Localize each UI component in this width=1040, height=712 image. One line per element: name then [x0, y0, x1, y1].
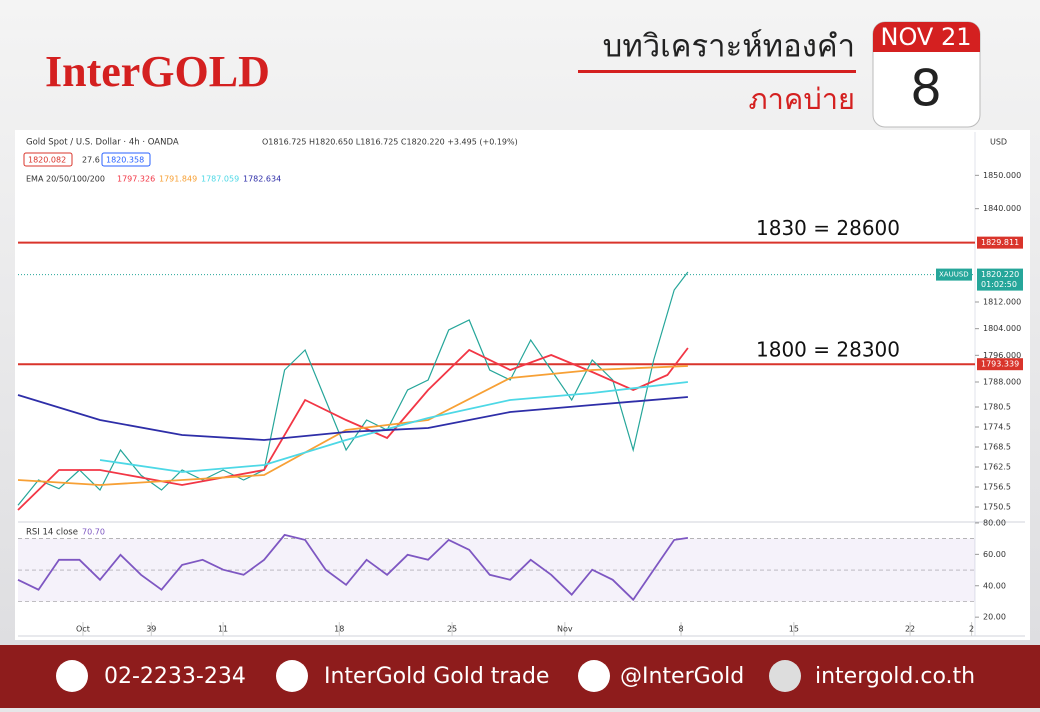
title: บทวิเคราะห์ทองคำ — [603, 29, 855, 65]
series-line — [17, 533, 689, 602]
price-tag — [977, 268, 1023, 291]
phone-icon — [56, 660, 88, 692]
legend-value: 1782.634 — [243, 175, 281, 184]
x-tick-label: 22 — [905, 625, 915, 634]
quote-value: 27.6 — [82, 156, 100, 165]
y-tick-label: 1850.000 — [983, 171, 1021, 180]
y-tick-label: 1788.000 — [983, 378, 1021, 387]
legend-value: 1791.849 — [159, 175, 197, 184]
rsi-value: 70.70 — [82, 528, 105, 537]
pane-title: RSI 14 close — [26, 528, 78, 538]
footer-web: intergold.co.th — [815, 664, 975, 689]
quote-box — [23, 152, 73, 167]
x-tick-label: 11 — [218, 625, 228, 634]
x-tick-label: 2 — [969, 625, 974, 634]
footer-facebook: InterGold Gold trade — [324, 664, 549, 689]
series-line — [17, 365, 688, 486]
legend-value: 1787.059 — [201, 175, 239, 184]
level-note: 1830 = 28600 — [756, 216, 900, 240]
y-tick-label: 1768.5 — [983, 443, 1011, 452]
chart-panel — [15, 130, 1030, 640]
y-tick-label: 1796.000 — [983, 351, 1021, 360]
footer-line: @InterGold — [620, 664, 744, 689]
title-underline — [578, 70, 856, 73]
series-line — [17, 271, 689, 506]
y-tick-label: 1804.000 — [983, 324, 1021, 333]
y-tick-label: 1762.5 — [983, 463, 1011, 472]
facebook-icon — [276, 660, 308, 692]
quote-value: 1820.082 — [28, 156, 66, 165]
series-line — [99, 381, 689, 473]
y-tick-label: 1812.000 — [983, 298, 1021, 307]
level-tag — [977, 236, 1023, 249]
rsi-band-fill — [18, 538, 975, 602]
x-tick-label: Nov — [557, 625, 573, 634]
y-tick-label: 40.00 — [983, 581, 1006, 590]
ohlc: O1816.725 H1820.650 L1816.725 C1820.220 … — [262, 138, 518, 147]
calendar-month: NOV 21 — [880, 23, 971, 51]
y-tick-label: 20.00 — [983, 613, 1006, 622]
price-tag-label: 1820.220 — [981, 270, 1019, 279]
legend-value: 1797.326 — [117, 175, 155, 184]
brand: InterGOLD — [45, 47, 270, 96]
symbol-label: XAUUSD — [939, 271, 969, 279]
series-line — [17, 347, 689, 511]
series-line — [17, 394, 688, 441]
quote-value: 1820.358 — [106, 156, 144, 165]
symbol-tag — [936, 268, 972, 281]
legend-title: EMA 20/50/100/200 — [26, 175, 105, 184]
calendar-top — [873, 22, 980, 52]
footer — [0, 645, 1040, 708]
x-tick-label: Oct — [76, 625, 90, 634]
level-tag-label: 1829.811 — [981, 238, 1019, 247]
y-tick-label: 1756.5 — [983, 483, 1011, 492]
y-tick-label: 1780.5 — [983, 403, 1011, 412]
pane-title: Gold Spot / U.S. Dollar · 4h · OANDA — [26, 138, 179, 148]
x-tick-label: 15 — [789, 625, 799, 634]
x-tick-label: 25 — [447, 625, 457, 634]
line-icon — [578, 660, 610, 692]
level-tag — [977, 358, 1023, 371]
y-tick-label: 80.00 — [983, 518, 1006, 527]
y-tick-label: 1750.5 — [983, 503, 1011, 512]
y-tick-label: 60.00 — [983, 550, 1006, 559]
subtitle: ภาคบ่าย — [749, 82, 855, 116]
calendar-day: 8 — [910, 60, 942, 118]
web-icon — [769, 660, 801, 692]
y-tick-label: 1774.5 — [983, 423, 1011, 432]
timer-label: 01:02:50 — [981, 280, 1017, 289]
level-note: 1800 = 28300 — [756, 338, 900, 362]
quote-box — [101, 152, 151, 167]
y-tick-label: 1840.000 — [983, 204, 1021, 213]
x-tick-label: 18 — [334, 625, 344, 634]
footer-phone: 02-2233-234 — [104, 664, 246, 689]
level-tag-label: 1793.339 — [981, 360, 1019, 369]
x-tick-label: 39 — [146, 625, 156, 634]
currency: USD — [990, 138, 1007, 147]
x-tick-label: 8 — [679, 625, 684, 634]
